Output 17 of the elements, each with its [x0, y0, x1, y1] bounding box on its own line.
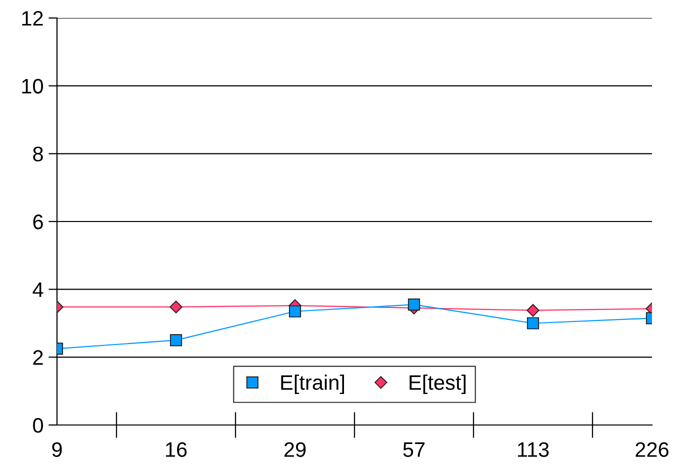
y-tick-label: 0: [33, 418, 43, 433]
y-tick-label: 6: [33, 214, 43, 230]
x-tick-label: 226: [636, 442, 668, 457]
point: [408, 298, 420, 311]
y-tick-label: 10: [22, 78, 43, 94]
x-tick-label: 9: [52, 442, 62, 457]
point: [288, 305, 302, 318]
x-tick-label: 113: [518, 442, 549, 457]
legend-label: E[test]: [410, 374, 466, 394]
y-tick-label: 2: [33, 350, 43, 365]
x-tick-label: 16: [166, 442, 187, 457]
y-tick-label: 8: [33, 146, 43, 162]
y-tick-label: 4: [32, 282, 44, 297]
legend-label: E[train]: [281, 374, 344, 394]
y-tick-label: 12: [22, 11, 43, 26]
x-tick-label: 57: [403, 442, 425, 457]
x-tick-label: 29: [284, 442, 306, 457]
